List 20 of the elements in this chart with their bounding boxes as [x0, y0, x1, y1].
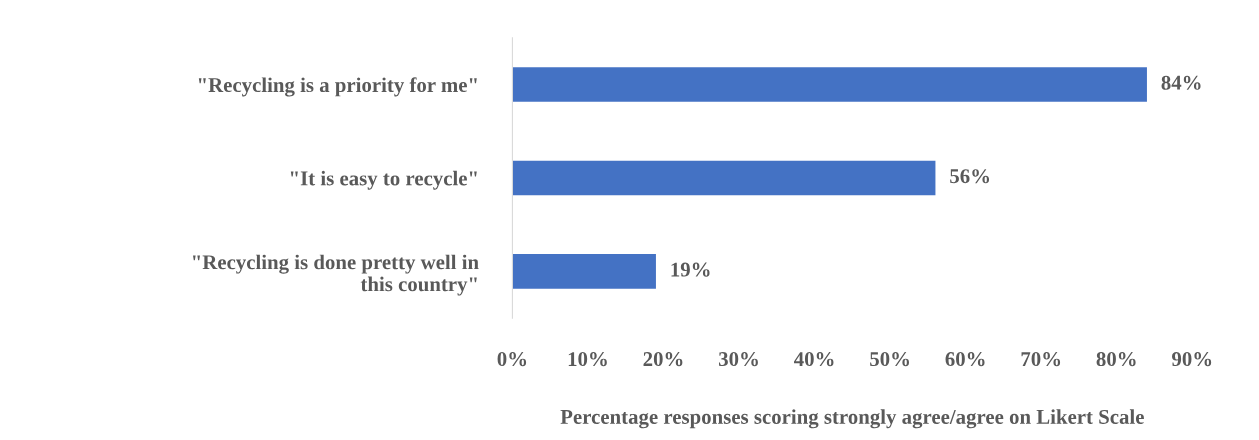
x-tick-label: 80% — [1096, 352, 1136, 367]
bar — [512, 67, 1147, 102]
y-tick-label: "Recycling is a priority for me" — [198, 77, 477, 97]
y-tick-label: "Recycling is done pretty well in this country" — [193, 254, 479, 296]
x-tick-label: 20% — [643, 352, 683, 367]
x-tick-label: 10% — [568, 352, 607, 367]
x-tick-label: 30% — [718, 352, 758, 367]
bar — [512, 160, 936, 196]
x-tick-label: 0% — [497, 352, 527, 367]
data-label: 84% — [1161, 75, 1201, 90]
bar — [512, 254, 656, 289]
x-tick-label: 70% — [1021, 352, 1061, 367]
y-tick-label: "It is easy to recycle" — [290, 170, 477, 190]
x-axis-title: Percentage responses scoring strongly agree/agree on Likert Scale — [560, 409, 1144, 429]
data-label: 19% — [671, 262, 710, 277]
x-tick-label: 90% — [1172, 352, 1212, 367]
x-tick-label: 40% — [794, 352, 834, 367]
x-tick-label: 50% — [870, 352, 909, 367]
x-tick-label: 60% — [945, 352, 985, 367]
data-label: 56% — [950, 169, 990, 184]
